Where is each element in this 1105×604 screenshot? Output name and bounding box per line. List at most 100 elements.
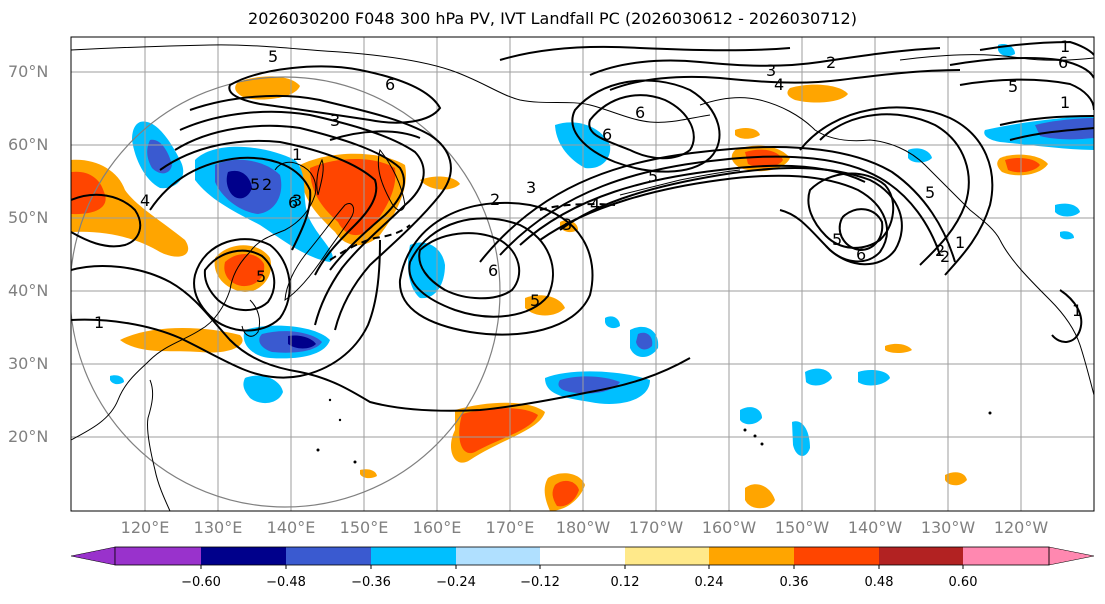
- pv-contour: [588, 94, 695, 160]
- shade-positive: [735, 127, 760, 139]
- pv-contour: [189, 94, 452, 331]
- lon-label: 140°E: [266, 518, 316, 537]
- lat-label: 20°N: [8, 427, 49, 446]
- lon-label: 150°E: [339, 518, 389, 537]
- pv-contour: [499, 45, 791, 61]
- shade-negative: [636, 332, 653, 350]
- lon-label: 130°E: [193, 518, 243, 537]
- pv-contour: [203, 249, 276, 311]
- contour-label: 5: [1008, 77, 1018, 96]
- island-dot: [338, 418, 342, 422]
- lon-label: 130°W: [920, 518, 976, 537]
- contour-label: 6: [488, 261, 498, 280]
- contour-label: 3: [562, 215, 572, 234]
- contour-label: 2: [935, 241, 945, 260]
- contour-label: 5: [250, 175, 260, 194]
- colorbar: [70, 546, 1095, 569]
- colorbar-tick-label: 0.36: [779, 575, 809, 590]
- contour-label: 4: [140, 191, 150, 210]
- shade-negative: [858, 370, 890, 386]
- lon-label: 160°W: [701, 518, 757, 537]
- contour-label: 6: [385, 75, 395, 94]
- pv-contour: [1009, 127, 1094, 141]
- pv-contour: [71, 239, 381, 379]
- contour-label: 5: [925, 183, 935, 202]
- coastline-alaska: [699, 97, 1001, 241]
- shade-positive: [560, 220, 578, 233]
- pv-contour: [329, 130, 421, 141]
- pv-contour: [979, 40, 1094, 56]
- shade-positive: [787, 84, 848, 103]
- pv-contour: [959, 78, 1094, 111]
- colorbar-tick-label: −0.36: [351, 575, 391, 590]
- shade-negative: [288, 335, 316, 349]
- coastline-sakhalin: [316, 158, 324, 196]
- colorbar-tick-label: −0.48: [266, 575, 306, 590]
- shade-positive: [552, 480, 579, 507]
- pv-contour: [193, 238, 291, 332]
- colorbar-segment: [625, 547, 709, 565]
- colorbar-segment: [286, 547, 371, 565]
- island-markers: [316, 398, 992, 464]
- lon-label: 120°E: [120, 518, 170, 537]
- shade-positive: [71, 171, 106, 215]
- colorbar-segment: [963, 547, 1049, 565]
- contour-label: 6: [1058, 53, 1068, 72]
- island-dot: [988, 411, 992, 415]
- contour-label: 1: [1072, 301, 1082, 320]
- pv-contour: [838, 208, 884, 252]
- shade-negative: [1035, 118, 1094, 140]
- coastlines: [71, 44, 1094, 511]
- contour-label: 2: [940, 247, 950, 266]
- shade-negative: [1055, 203, 1080, 217]
- shade-negative: [226, 170, 252, 199]
- contour-label: 2: [490, 190, 500, 209]
- island-dot: [353, 460, 357, 464]
- pv-contour: [398, 201, 594, 336]
- pv-contour: [71, 193, 142, 248]
- pv-contour: [71, 265, 691, 412]
- contour-label: 5: [648, 167, 658, 186]
- contour-label: 1: [1060, 93, 1070, 112]
- contour-label: 3: [292, 191, 302, 210]
- shade-negative: [605, 316, 620, 329]
- pv-contour: [228, 65, 442, 124]
- coastline-taiwan-philippines: [147, 379, 171, 511]
- pv-contour: [418, 232, 521, 300]
- colorbar-tick-label: 0.48: [864, 575, 894, 590]
- colorbar-tick-label: 0.60: [948, 575, 978, 590]
- shade-positive: [885, 343, 912, 353]
- pv-contours: [71, 40, 1094, 412]
- colorbar-tick-label: 0.12: [610, 575, 640, 590]
- pv-contour: [499, 155, 941, 256]
- shade-negative: [792, 421, 810, 456]
- pv-contour: [949, 56, 1094, 79]
- colorbar-segment: [456, 547, 540, 565]
- pv-contour: [174, 124, 405, 271]
- colorbar-tick-label: 0.24: [694, 575, 724, 590]
- pv-contour: [149, 156, 312, 251]
- colorbar-segment: [879, 547, 963, 565]
- lat-label: 70°N: [8, 62, 49, 81]
- lat-label: 50°N: [8, 208, 49, 227]
- lon-label: 150°W: [774, 518, 830, 537]
- pv-contour: [799, 106, 994, 276]
- contour-label: 3: [330, 111, 340, 130]
- pv-contour: [609, 69, 961, 91]
- island-dot: [316, 448, 320, 452]
- map-title: 2026030200 F048 300 hPa PV, IVT Landfall…: [248, 9, 857, 28]
- lon-label: 170°E: [485, 518, 535, 537]
- coastline-aleutians: [619, 169, 741, 196]
- lat-label: 60°N: [8, 135, 49, 154]
- shade-negative: [740, 407, 762, 425]
- contour-label: 3: [526, 178, 536, 197]
- pv-contour: [519, 164, 866, 246]
- colorbar-tick-label: −0.60: [181, 575, 221, 590]
- shade-negative: [805, 368, 832, 386]
- shade-positive: [235, 76, 300, 100]
- shade-negative: [243, 375, 283, 404]
- pv-contour: [408, 217, 554, 318]
- shade-positive: [745, 149, 783, 168]
- colorbar-ticks: [200, 565, 964, 569]
- lon-label: 180°W: [555, 518, 611, 537]
